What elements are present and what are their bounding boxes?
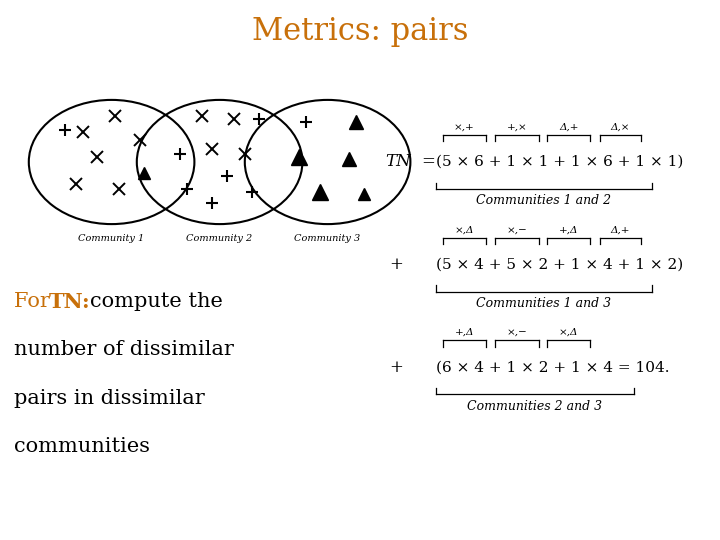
Text: +,Δ: +,Δ [559,225,579,234]
Text: For: For [14,292,57,310]
Text: ×,Δ: ×,Δ [454,225,474,234]
Text: ×,−: ×,− [507,328,527,337]
Text: TN: TN [385,153,411,171]
Text: compute the: compute the [90,292,223,310]
Text: +: + [389,256,402,273]
Text: communities: communities [14,437,150,456]
Text: (5 × 6 + 1 × 1 + 1 × 6 + 1 × 1): (5 × 6 + 1 × 1 + 1 × 6 + 1 × 1) [436,155,683,169]
Text: Communities 2 and 3: Communities 2 and 3 [467,400,602,413]
Text: +,Δ: +,Δ [454,328,474,337]
Text: ×,Δ: ×,Δ [559,328,579,337]
Text: Metrics: pairs: Metrics: pairs [252,16,468,47]
Text: Community 1: Community 1 [78,234,145,243]
Text: Communities 1 and 2: Communities 1 and 2 [476,194,611,207]
Text: Δ,×: Δ,× [611,123,630,132]
Text: (5 × 4 + 5 × 2 + 1 × 4 + 1 × 2): (5 × 4 + 5 × 2 + 1 × 4 + 1 × 2) [436,258,683,272]
Text: Δ,+: Δ,+ [559,123,579,132]
Text: Community 2: Community 2 [186,234,253,243]
Text: pairs in dissimilar: pairs in dissimilar [14,389,205,408]
Text: number of dissimilar: number of dissimilar [14,340,234,359]
Text: =: = [421,153,435,171]
Text: +: + [389,359,402,376]
Text: +,×: +,× [507,123,527,132]
Text: ×,+: ×,+ [454,123,474,132]
Text: Communities 1 and 3: Communities 1 and 3 [476,297,611,310]
Text: (6 × 4 + 1 × 2 + 1 × 4 = 104.: (6 × 4 + 1 × 2 + 1 × 4 = 104. [436,360,669,374]
Text: TN:: TN: [49,292,91,312]
Text: ×,−: ×,− [507,225,527,234]
Text: Community 3: Community 3 [294,234,361,243]
Text: Δ,+: Δ,+ [611,225,630,234]
